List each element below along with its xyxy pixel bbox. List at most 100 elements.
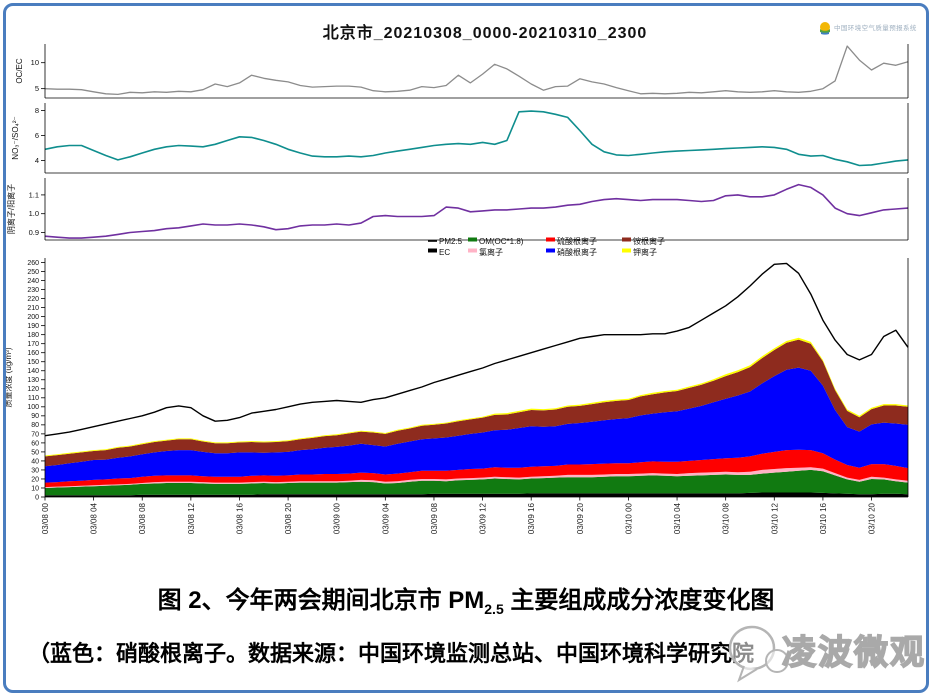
legend-swatch xyxy=(428,248,437,253)
svg-text:160: 160 xyxy=(27,350,39,357)
svg-text:03/10 16: 03/10 16 xyxy=(819,502,828,534)
legend-swatch xyxy=(546,237,555,242)
svg-text:150: 150 xyxy=(27,359,39,366)
svg-text:6: 6 xyxy=(35,131,39,140)
svg-text:20: 20 xyxy=(31,476,39,483)
line-oc-ec-ratio xyxy=(44,45,909,96)
svg-text:8: 8 xyxy=(35,106,39,115)
legend-label: 硝酸根离子 xyxy=(557,247,597,257)
svg-text:03/08 12: 03/08 12 xyxy=(187,502,196,534)
svg-text:250: 250 xyxy=(27,269,39,276)
legend-label: OM(OC*1.8) xyxy=(479,237,524,246)
forecast-logo: 中国环境空气质量预报系统 xyxy=(820,22,917,35)
y-axis-label-oc-ec: OC/EC xyxy=(15,58,24,84)
y-axis-label-no3-so4: NO₃⁻/SO₄²⁻ xyxy=(11,116,20,159)
svg-text:50: 50 xyxy=(31,449,39,456)
svg-text:0: 0 xyxy=(35,494,39,501)
pm25-composition-chart: 北京市_20210308_0000-20210310_2300 中国环境空气质量… xyxy=(3,22,917,534)
svg-text:03/09 12: 03/09 12 xyxy=(479,502,488,534)
svg-text:4: 4 xyxy=(35,156,39,165)
svg-text:260: 260 xyxy=(27,260,39,267)
legend-swatch xyxy=(622,248,631,253)
svg-text:03/08 04: 03/08 04 xyxy=(90,502,99,534)
svg-text:03/09 04: 03/09 04 xyxy=(381,502,390,534)
svg-text:70: 70 xyxy=(31,431,39,438)
svg-text:100: 100 xyxy=(27,404,39,411)
panel-anion-cation: 0.9 1.0 1.1 阴离子/阳离子 xyxy=(6,178,909,241)
area-so4 xyxy=(45,449,908,488)
legend-swatch xyxy=(468,237,477,242)
legend-label: 氯离子 xyxy=(479,247,503,257)
y-axis-label-anion-cation: 阴离子/阳离子 xyxy=(6,184,16,234)
figure-caption-title: 图 2、今年两会期间北京市 PM2.5 主要组成成分浓度变化图 xyxy=(0,580,932,617)
svg-text:230: 230 xyxy=(27,287,39,294)
svg-text:120: 120 xyxy=(27,386,39,393)
bubble-tail-icon xyxy=(737,665,758,683)
x-axis: 03/08 00 03/08 04 03/08 08 03/08 12 03/08 16… xyxy=(41,497,877,534)
svg-text:110: 110 xyxy=(28,395,39,402)
svg-text:210: 210 xyxy=(27,305,39,312)
area-nh4 xyxy=(45,339,908,467)
line-no3-so4-ratio xyxy=(44,110,909,167)
area-cl xyxy=(45,467,908,488)
legend-swatch xyxy=(546,248,555,253)
caption-title-post: 主要组成成分浓度变化图 xyxy=(503,587,775,614)
caption-title-pre: 图 2、今年两会期间北京市 PM xyxy=(157,587,485,614)
sun-icon xyxy=(820,22,830,32)
svg-text:03/10 00: 03/10 00 xyxy=(624,502,633,534)
area-om xyxy=(45,469,908,496)
area-ec xyxy=(45,492,908,497)
panel-oc-ec: 5 10 OC/EC xyxy=(15,44,909,99)
leaf-icon xyxy=(820,29,830,34)
svg-text:170: 170 xyxy=(27,341,39,348)
water-icon xyxy=(821,32,829,35)
panel-mass: 0 10 20 30 40 50 60 70 80 90 100 110 120 130 140 150 160… xyxy=(3,258,909,501)
line-anion-cation-ratio xyxy=(44,183,909,239)
figure-caption-source: （蓝色：硝酸根离子。数据来源：中国环境监测总站、中国环境科学研究院 xyxy=(28,641,755,666)
svg-text:180: 180 xyxy=(27,332,39,339)
legend-label: EC xyxy=(439,248,450,257)
svg-text:0.9: 0.9 xyxy=(29,228,39,237)
svg-text:200: 200 xyxy=(27,314,39,321)
svg-text:5: 5 xyxy=(35,84,39,93)
svg-text:40: 40 xyxy=(31,458,39,465)
watermark: 凌波微观 xyxy=(728,625,926,683)
svg-text:03/08 16: 03/08 16 xyxy=(235,502,244,534)
legend: PM2.5 OM(OC*1.8) 硫酸根离子 铵根离子 EC 氯离子 硝酸根离子 钾离子 xyxy=(428,236,665,257)
svg-text:03/10 12: 03/10 12 xyxy=(770,502,779,534)
svg-text:10: 10 xyxy=(31,485,39,492)
svg-text:1.0: 1.0 xyxy=(29,209,39,218)
svg-text:03/09 00: 03/09 00 xyxy=(333,502,342,534)
svg-text:240: 240 xyxy=(27,278,39,285)
svg-text:03/08 08: 03/08 08 xyxy=(138,502,147,534)
svg-text:03/10 20: 03/10 20 xyxy=(868,502,877,534)
small-bubble-icon xyxy=(765,649,789,673)
area-no3 xyxy=(45,367,908,483)
svg-text:03/10 04: 03/10 04 xyxy=(673,502,682,534)
watermark-text: 凌波微观 xyxy=(782,634,926,672)
svg-text:03/08 20: 03/08 20 xyxy=(284,502,293,534)
svg-text:190: 190 xyxy=(27,323,39,330)
svg-text:60: 60 xyxy=(31,440,39,447)
legend-swatch xyxy=(468,248,477,253)
chart-title: 北京市_20210308_0000-20210310_2300 xyxy=(323,23,648,42)
line-pm25 xyxy=(44,262,909,437)
svg-text:03/09 16: 03/09 16 xyxy=(527,502,536,534)
svg-text:140: 140 xyxy=(27,368,39,375)
svg-text:03/10 08: 03/10 08 xyxy=(722,502,731,534)
svg-text:30: 30 xyxy=(31,467,39,474)
svg-text:03/09 20: 03/09 20 xyxy=(576,502,585,534)
legend-label: 钾离子 xyxy=(633,247,657,257)
legend-label: PM2.5 xyxy=(439,237,463,246)
svg-text:10: 10 xyxy=(31,58,39,67)
legend-label: 铵根离子 xyxy=(633,236,665,246)
svg-text:03/08 00: 03/08 00 xyxy=(41,502,50,534)
legend-label: 硫酸根离子 xyxy=(557,236,597,246)
y-axis-label-mass: 质量浓度 (ug/m³) xyxy=(3,347,13,407)
legend-swatch xyxy=(622,237,631,242)
svg-text:03/09 08: 03/09 08 xyxy=(430,502,439,534)
caption-title-subscript: 2.5 xyxy=(484,600,504,617)
panel-no3-so4: 4 6 8 NO₃⁻/SO₄²⁻ xyxy=(11,103,909,174)
logo-text: 中国环境空气质量预报系统 xyxy=(834,23,917,32)
